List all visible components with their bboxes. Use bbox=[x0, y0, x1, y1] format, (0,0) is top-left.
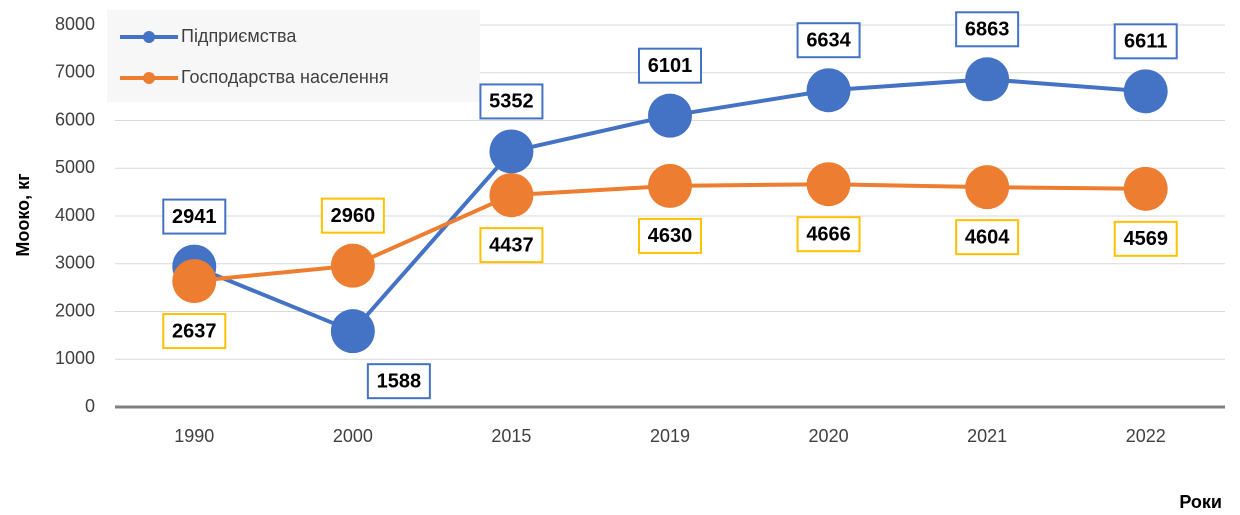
y-axis-label: Мооко, кг bbox=[13, 173, 33, 257]
data-label: 6863 bbox=[965, 19, 1010, 41]
data-label-box bbox=[1113, 220, 1178, 257]
data-label-box bbox=[1113, 23, 1178, 60]
marker bbox=[806, 162, 851, 207]
legend-marker bbox=[143, 31, 155, 43]
marker bbox=[330, 243, 375, 288]
y-tick-label: 2000 bbox=[55, 300, 95, 320]
x-tick-label: 1990 bbox=[174, 426, 214, 446]
legend-marker bbox=[143, 72, 155, 84]
marker bbox=[965, 165, 1010, 210]
data-label: 2637 bbox=[172, 320, 217, 342]
x-tick-label: 2021 bbox=[967, 426, 1007, 446]
y-tick-label: 6000 bbox=[55, 109, 95, 129]
y-tick-label: 7000 bbox=[55, 62, 95, 82]
marker bbox=[648, 93, 692, 138]
data-label-box bbox=[638, 217, 702, 254]
data-label: 4630 bbox=[648, 225, 693, 247]
legend-label: Підприємства bbox=[181, 26, 297, 46]
marker bbox=[489, 173, 534, 218]
marker bbox=[806, 68, 851, 113]
data-label: 1588 bbox=[377, 370, 422, 392]
y-tick-label: 0 bbox=[85, 396, 95, 416]
x-tick-label: 2020 bbox=[809, 426, 849, 446]
legend-label: Господарства населення bbox=[181, 67, 389, 87]
y-tick-label: 4000 bbox=[55, 205, 95, 225]
x-tick-label: 2000 bbox=[333, 426, 373, 446]
data-label: 6101 bbox=[648, 55, 693, 77]
x-tick-label: 2022 bbox=[1126, 426, 1166, 446]
marker bbox=[1123, 69, 1168, 114]
data-label-box bbox=[479, 227, 544, 264]
data-label-box bbox=[796, 22, 861, 59]
x-tick-label: 2019 bbox=[650, 426, 690, 446]
data-label-box bbox=[638, 47, 702, 84]
legend-box bbox=[107, 10, 480, 102]
x-tick-label: 2015 bbox=[491, 426, 531, 446]
data-label-box bbox=[162, 313, 227, 350]
data-label: 4604 bbox=[965, 226, 1010, 248]
y-tick-label: 3000 bbox=[55, 253, 95, 273]
data-label-box bbox=[479, 83, 544, 120]
data-label-box bbox=[320, 197, 385, 234]
data-label-box bbox=[955, 11, 1020, 48]
data-label-box bbox=[366, 363, 431, 400]
marker bbox=[648, 163, 692, 208]
x-axis-label: Роки bbox=[1179, 492, 1222, 512]
data-label-box bbox=[796, 216, 861, 253]
data-label: 6611 bbox=[1124, 31, 1167, 53]
data-label: 2960 bbox=[331, 205, 376, 227]
y-tick-label: 1000 bbox=[55, 348, 95, 368]
data-label-box bbox=[955, 219, 1020, 256]
marker bbox=[330, 309, 375, 354]
data-label: 4437 bbox=[489, 234, 534, 256]
data-label: 4569 bbox=[1123, 228, 1168, 250]
data-label-box bbox=[162, 198, 227, 235]
marker bbox=[1123, 166, 1168, 211]
marker bbox=[172, 259, 217, 304]
data-label: 6634 bbox=[806, 30, 851, 52]
y-tick-label: 8000 bbox=[55, 14, 95, 34]
data-label: 2941 bbox=[172, 206, 217, 228]
y-tick-label: 5000 bbox=[55, 157, 95, 177]
data-label: 5352 bbox=[489, 91, 534, 113]
data-label: 4666 bbox=[806, 223, 851, 245]
marker bbox=[965, 57, 1010, 102]
marker bbox=[489, 129, 534, 174]
